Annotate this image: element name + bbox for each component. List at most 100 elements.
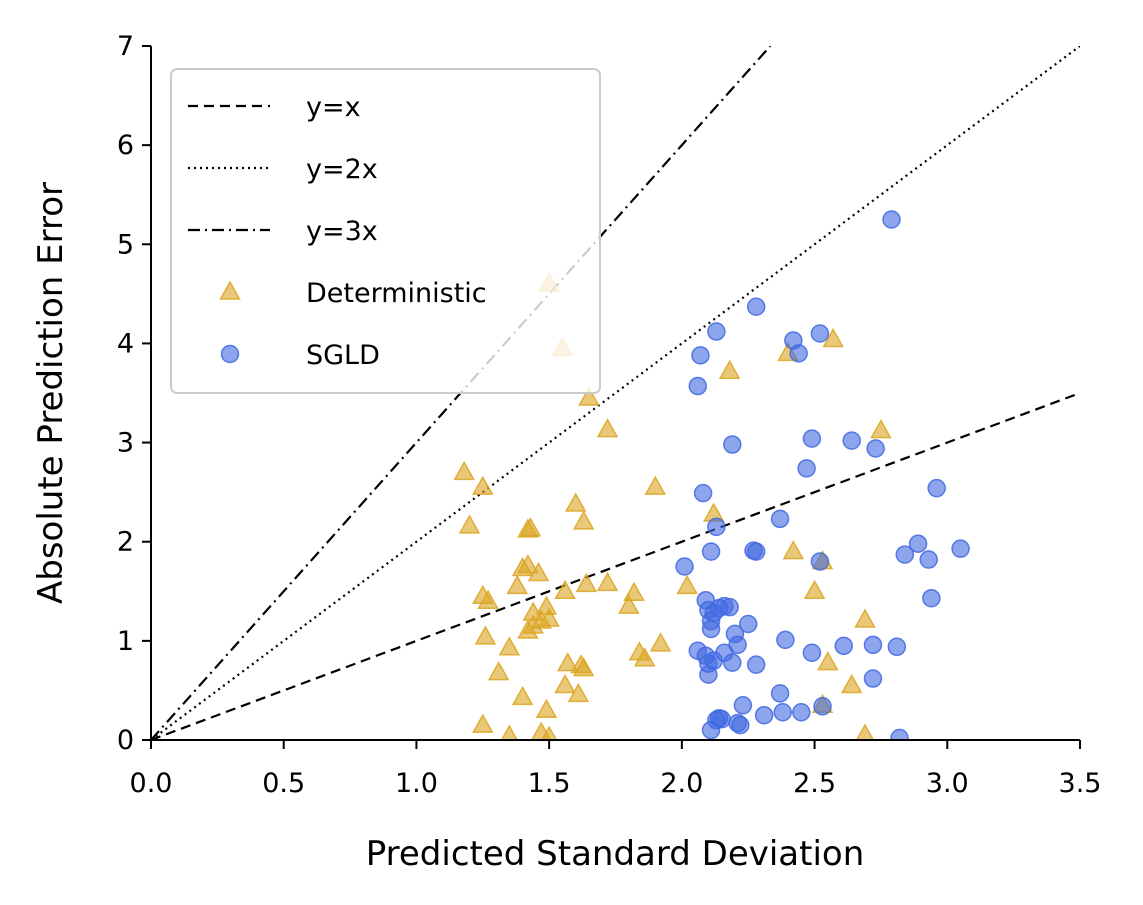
sgld-point: [688, 376, 708, 396]
y-tick-label: 2: [117, 527, 134, 558]
sgld-point: [731, 715, 750, 735]
sgld-point: [701, 619, 721, 639]
legend-label: y=3x: [306, 216, 378, 247]
sgld-point: [834, 636, 854, 656]
sgld-point: [810, 552, 830, 571]
deterministic-point: [564, 492, 587, 512]
sgld-point: [927, 478, 946, 498]
sgld-point: [770, 684, 790, 703]
deterministic-point: [506, 574, 529, 595]
sgld-point: [797, 459, 816, 478]
sgld-point: [842, 431, 861, 450]
deterministic-point: [538, 607, 560, 627]
legend-label: SGLD: [306, 340, 380, 371]
deterministic-point: [517, 553, 539, 574]
sgld-point: [691, 346, 710, 365]
legend-marker-sgld: [220, 344, 240, 364]
sgld-point: [723, 653, 742, 672]
deterministic-point: [556, 652, 579, 672]
sgld-point: [728, 635, 747, 655]
sgld-point: [707, 517, 726, 537]
deterministic-point: [474, 625, 497, 645]
sgld-point: [882, 210, 901, 229]
sgld-point: [919, 550, 938, 569]
deterministic-point: [649, 632, 672, 652]
sgld-point: [863, 635, 883, 655]
deterministic-point: [854, 608, 876, 628]
sgld-point: [773, 702, 792, 722]
sgld-point: [723, 435, 742, 454]
deterministic-point: [472, 475, 494, 495]
deterministic-point: [554, 579, 576, 600]
deterministic-point: [535, 698, 558, 719]
x-tick-label: 3.0: [926, 768, 969, 799]
sgld-point: [770, 509, 790, 529]
sgld-point: [701, 720, 721, 740]
deterministic-point: [840, 673, 863, 694]
sgld-point: [738, 614, 758, 634]
deterministic-point: [596, 418, 619, 438]
x-axis-label: Predicted Standard Deviation: [366, 834, 865, 874]
legend-marker-deterministic: [219, 280, 241, 300]
sgld-point: [733, 696, 753, 715]
deterministic-point: [596, 571, 619, 592]
reference-line-y-2x: [151, 46, 1080, 740]
sgld-point: [701, 542, 721, 561]
reference-line-y-x: [151, 391, 1080, 740]
deterministic-point: [718, 359, 741, 379]
deterministic-point: [578, 386, 600, 406]
x-tick-label: 1.5: [528, 768, 571, 799]
sgld-point: [720, 597, 739, 617]
deterministic-point: [541, 725, 558, 740]
y-tick-label: 5: [117, 229, 134, 260]
legend-label: y=2x: [306, 154, 378, 185]
sgld-point: [746, 655, 766, 674]
deterministic-point: [817, 651, 839, 671]
sgld-point: [810, 324, 830, 343]
x-ticks: 0.0 0.5 1.0 1.5 2.0 2.5 3.0 3.5: [130, 740, 1102, 799]
y-tick-label: 7: [117, 31, 134, 62]
sgld-point: [887, 637, 907, 657]
deterministic-point: [575, 572, 598, 593]
sgld-point: [792, 702, 811, 722]
deterministic-point: [617, 594, 640, 614]
sgld-point: [863, 669, 883, 688]
deterministic-point: [453, 460, 475, 481]
legend-label: y=x: [306, 92, 361, 123]
sgld-point: [895, 545, 915, 564]
sgld-point: [707, 322, 726, 341]
deterministic-point: [472, 713, 494, 733]
sgld-point: [802, 643, 822, 663]
deterministic-point: [644, 475, 667, 495]
sgld-point: [789, 344, 808, 363]
sgld-point: [922, 588, 941, 608]
sgld-point: [802, 429, 822, 448]
y-tick-label: 3: [117, 428, 134, 459]
deterministic-point: [782, 540, 805, 560]
deterministic-point: [511, 685, 534, 706]
y-axis-label: Absolute Prediction Error: [31, 182, 71, 604]
y-tick-label: 1: [117, 626, 134, 657]
scatter-points: [453, 210, 970, 740]
sgld-point: [754, 705, 774, 725]
x-tick-label: 2.5: [793, 768, 836, 799]
y-tick-label: 6: [117, 130, 134, 161]
deterministic-point: [527, 561, 550, 582]
deterministic-point: [870, 419, 892, 439]
sgld-point: [776, 630, 795, 650]
deterministic-point: [623, 581, 645, 602]
x-tick-label: 1.0: [395, 768, 438, 799]
sgld-point: [951, 539, 970, 558]
deterministic-point: [498, 636, 521, 656]
legend-box: [170, 68, 601, 394]
x-tick-label: 0.5: [262, 768, 305, 799]
legend: y=x y=2x y=3x Deterministic SGLD: [170, 68, 601, 394]
deterministic-point: [567, 682, 590, 703]
deterministic-point: [477, 589, 499, 609]
sgld-point: [866, 439, 885, 458]
deterministic-point: [855, 723, 875, 740]
deterministic-point: [572, 510, 595, 530]
deterministic-point: [522, 614, 544, 634]
x-tick-label: 3.5: [1059, 768, 1102, 799]
deterministic-point: [458, 514, 481, 534]
